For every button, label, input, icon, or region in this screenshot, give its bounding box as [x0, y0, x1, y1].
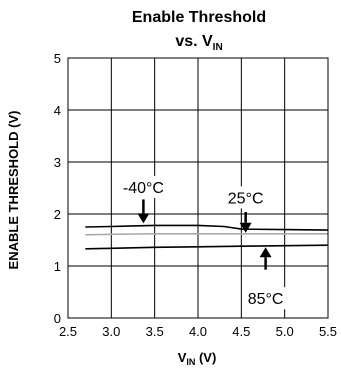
annotation-arrow-head-3 [259, 247, 272, 258]
x-axis-label-main: V [178, 350, 187, 365]
y-tick-label: 2 [54, 207, 61, 222]
annotation-label-3: 85°C [248, 291, 284, 308]
chart-title-line2-prefix: vs. V [175, 33, 213, 50]
plot-frame [67, 57, 329, 319]
annotations: -40°C 25°C 85°C [120, 175, 289, 310]
grid [68, 58, 328, 318]
annotation-bg-1 [120, 175, 167, 198]
x-tick-label: 5.5 [319, 324, 337, 339]
series-group [85, 224, 329, 250]
y-tick-label: 5 [54, 51, 61, 66]
y-axis-label: ENABLE THRESHOLD (V) [6, 111, 21, 270]
series-line-1 [85, 224, 329, 231]
annotation-bg-2 [222, 186, 269, 209]
series-line-2 [85, 233, 328, 236]
x-tick-label: 4.5 [232, 324, 250, 339]
annotation-arrow-head-2 [239, 222, 252, 233]
y-tick-label: 4 [54, 103, 61, 118]
x-axis-label-suffix: (V) [195, 350, 216, 365]
y-tick-label: 1 [54, 259, 61, 274]
annotation-label-1: -40°C [123, 180, 164, 197]
y-tick-label: 0 [54, 311, 61, 326]
annotation-arrow-head-1 [137, 213, 150, 224]
tick-labels: 2.5 3.0 3.5 4.0 4.5 5.0 5.5 0 1 2 3 4 5 [54, 51, 337, 339]
x-tick-label: 3.5 [146, 324, 164, 339]
annotation-bg-3 [242, 287, 289, 310]
chart-title-line2: vs. VIN [175, 33, 222, 53]
annotation-label-2: 25°C [228, 190, 264, 207]
chart-title-line2-sub: IN [213, 42, 223, 53]
x-tick-label: 4.0 [189, 324, 207, 339]
y-tick-label: 3 [54, 155, 61, 170]
x-tick-label: 5.0 [276, 324, 294, 339]
chart-title-line1: Enable Threshold [132, 9, 266, 26]
x-axis-label: VIN (V) [178, 350, 217, 367]
x-axis-label-sub: IN [186, 357, 195, 367]
series-line-3 [85, 244, 329, 250]
x-tick-label: 3.0 [102, 324, 120, 339]
x-tick-label: 2.5 [59, 324, 77, 339]
